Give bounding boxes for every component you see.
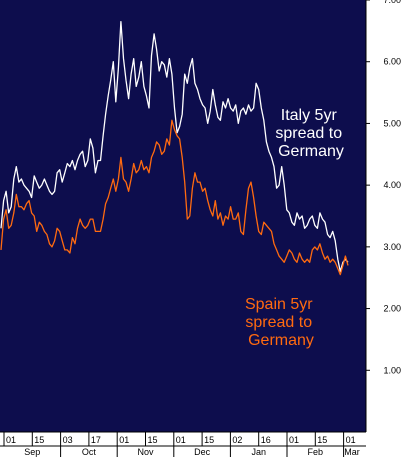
x-day-label: 01	[6, 435, 16, 445]
y-axis: 1.00 2.00 3.00 4.00 5.00 6.00 7.00	[366, 0, 401, 375]
x-day-label: 17	[91, 435, 101, 445]
spain-annotation-line-1: Spain 5yr	[245, 296, 313, 313]
spain-annotation-line-3: Germany	[248, 332, 314, 349]
x-month-label: Feb	[308, 447, 324, 457]
y-axis-panel	[366, 0, 403, 457]
y-tick-label: 3.00	[383, 242, 401, 252]
y-tick-label: 1.00	[383, 365, 401, 375]
plot-background	[0, 0, 366, 432]
italy-annotation: Italy 5yr spread to Germany	[275, 107, 346, 160]
italy-annotation-line-2: spread to	[275, 125, 342, 142]
italy-annotation-line-3: Germany	[278, 143, 344, 160]
y-tick-label: 6.00	[383, 57, 401, 67]
x-day-label: 01	[176, 435, 186, 445]
x-day-label: 02	[232, 435, 242, 445]
series-line-spain	[0, 119, 349, 276]
x-month-label: Dec	[194, 447, 211, 457]
x-month-label: Jan	[251, 447, 266, 457]
x-day-label: 01	[119, 435, 129, 445]
x-day-label: 01	[346, 435, 356, 445]
spain-annotation: Spain 5yr spread to Germany	[245, 296, 317, 349]
x-day-label: 15	[148, 435, 158, 445]
y-tick-label: 4.00	[383, 180, 401, 190]
x-month-label: Oct	[82, 447, 97, 457]
italy-annotation-line-1: Italy 5yr	[281, 107, 338, 124]
y-tick-label: 5.00	[383, 118, 401, 128]
x-month-label: Mar	[344, 447, 360, 457]
series-layer	[0, 20, 349, 276]
x-month-label: Sep	[24, 447, 40, 457]
x-month-label: Nov	[137, 447, 154, 457]
x-day-label: 15	[34, 435, 44, 445]
x-day-label: 15	[204, 435, 214, 445]
spain-annotation-line-2: spread to	[245, 314, 312, 331]
x-day-label: 01	[289, 435, 299, 445]
x-axis: 01 15 03 17 01 15 01 15 02 16 01 15 01 Sep Oct Nov Dec Ja…	[0, 432, 366, 457]
x-day-label: 16	[261, 435, 271, 445]
series-line-italy	[0, 20, 349, 273]
x-day-label: 15	[317, 435, 327, 445]
x-day-label: 03	[63, 435, 73, 445]
x-axis-panel	[0, 432, 403, 457]
y-tick-label: 2.00	[383, 304, 401, 314]
y-tick-label: 7.00	[383, 0, 401, 5]
